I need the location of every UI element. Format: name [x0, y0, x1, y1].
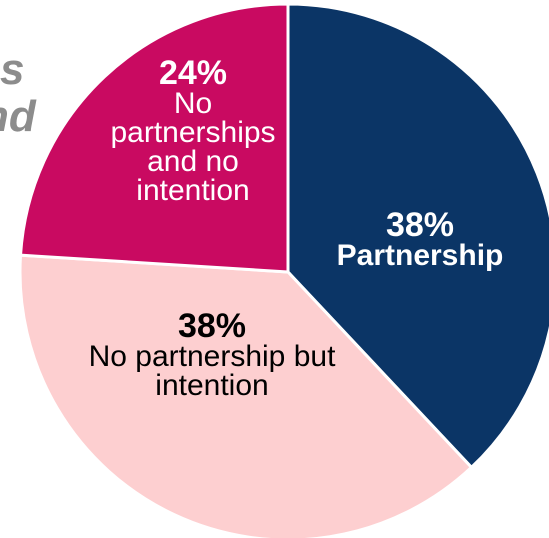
pie-percent-label: 24% — [159, 54, 227, 92]
pie-slices — [18, 2, 549, 538]
pie-category-label: partnerships — [110, 116, 275, 149]
background-title-line-1: s — [0, 45, 24, 94]
pie-percent-label: 38% — [178, 307, 246, 345]
pie-category-label: intention — [136, 174, 249, 207]
pie-category-label: intention — [155, 369, 268, 402]
pie-slice-no-partnership-but-intention — [18, 253, 474, 538]
pie-category-label: No partnership but — [89, 340, 336, 373]
pie-percent-label: 38% — [386, 206, 454, 244]
pie-category-label: No — [174, 87, 212, 120]
pie-slice-no-partnerships-and-no-intention — [18, 2, 290, 274]
background-title-line-2: nd — [0, 92, 37, 141]
pie-category-label: and no — [147, 145, 239, 178]
pie-slice-partnership — [286, 2, 549, 470]
pie-category-label: Partnership — [337, 239, 504, 272]
